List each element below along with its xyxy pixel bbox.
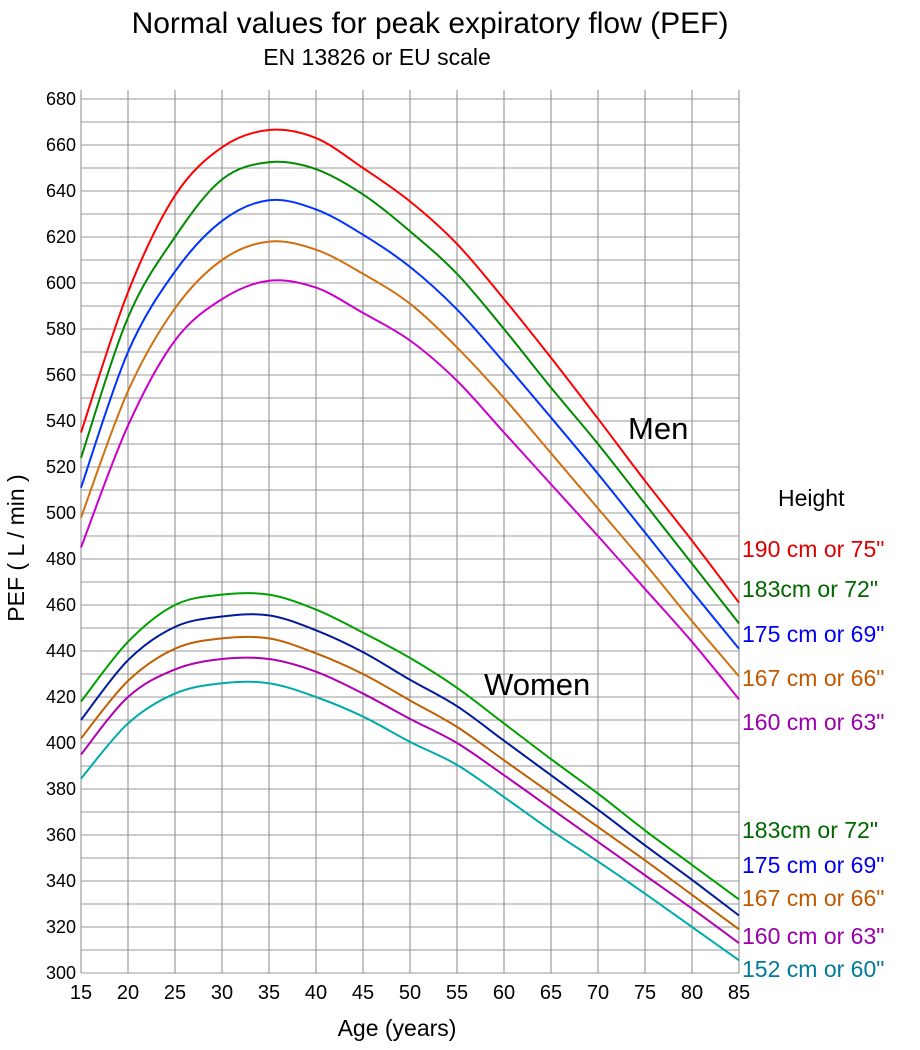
height-label-men: 167 cm or 66" xyxy=(742,665,884,691)
y-axis-label: PEF ( L / min ) xyxy=(3,474,29,621)
x-tick-label: 75 xyxy=(634,982,656,1004)
y-axis-ticks: 300 320 340 360 380 400 420 440 460 480 500 520 540 5… xyxy=(46,89,76,983)
x-tick-label: 35 xyxy=(258,982,280,1004)
height-label-men: 175 cm or 69" xyxy=(742,621,884,647)
y-tick-label: 440 xyxy=(46,641,76,661)
height-label-women: 152 cm or 60" xyxy=(742,956,884,982)
height-label-men: 183cm or 72" xyxy=(742,576,878,602)
x-tick-label: 65 xyxy=(540,982,562,1004)
height-labels: 190 cm or 75" 183cm or 72" 175 cm or 69" 16… xyxy=(742,536,884,982)
chart-subtitle: EN 13826 or EU scale xyxy=(263,44,491,70)
y-tick-label: 680 xyxy=(46,89,76,109)
y-tick-label: 560 xyxy=(46,365,76,385)
series-line-men-5 xyxy=(80,279,740,700)
series-line-women-1 xyxy=(80,592,740,901)
height-label-women: 183cm or 72" xyxy=(742,817,878,843)
series-line-women-3 xyxy=(80,635,740,931)
y-tick-label: 300 xyxy=(46,963,76,983)
height-label-women: 160 cm or 63" xyxy=(742,923,884,949)
y-tick-label: 660 xyxy=(46,135,76,155)
group-label-women: Women xyxy=(484,667,590,702)
series-line-men-2 xyxy=(80,160,740,625)
series-line-men-3 xyxy=(80,198,740,650)
y-tick-label: 520 xyxy=(46,457,76,477)
x-tick-label: 15 xyxy=(70,982,92,1004)
series-line-women-5 xyxy=(80,680,740,962)
x-tick-label: 80 xyxy=(681,982,703,1004)
x-tick-label: 55 xyxy=(446,982,468,1004)
x-tick-label: 70 xyxy=(587,982,609,1004)
height-label-men: 160 cm or 63" xyxy=(742,709,884,735)
y-tick-label: 360 xyxy=(46,825,76,845)
x-tick-label: 30 xyxy=(211,982,233,1004)
curves xyxy=(80,128,740,962)
series-line-men-1 xyxy=(80,128,740,604)
series-line-men-4 xyxy=(80,240,740,677)
x-tick-label: 20 xyxy=(117,982,139,1004)
y-tick-label: 460 xyxy=(46,595,76,615)
x-axis-ticks: 15 20 25 30 35 40 45 50 55 60 65 70 75 80 85 xyxy=(70,982,750,1004)
x-axis-label: Age (years) xyxy=(338,1015,457,1041)
height-label-men: 190 cm or 75" xyxy=(742,536,884,562)
y-tick-label: 480 xyxy=(46,549,76,569)
y-tick-label: 620 xyxy=(46,227,76,247)
y-tick-label: 500 xyxy=(46,503,76,523)
y-tick-label: 420 xyxy=(46,687,76,707)
x-tick-label: 50 xyxy=(399,982,421,1004)
y-tick-label: 400 xyxy=(46,733,76,753)
x-tick-label: 60 xyxy=(493,982,515,1004)
series-line-women-2 xyxy=(80,613,740,917)
group-label-men: Men xyxy=(628,411,688,446)
legend-title: Height xyxy=(778,485,845,511)
y-tick-label: 340 xyxy=(46,871,76,891)
height-label-women: 167 cm or 66" xyxy=(742,885,884,911)
x-tick-label: 85 xyxy=(728,982,750,1004)
height-label-women: 175 cm or 69" xyxy=(742,852,884,878)
y-tick-label: 320 xyxy=(46,917,76,937)
y-tick-label: 640 xyxy=(46,181,76,201)
x-tick-label: 25 xyxy=(164,982,186,1004)
grid xyxy=(80,90,740,974)
x-tick-label: 45 xyxy=(352,982,374,1004)
y-tick-label: 600 xyxy=(46,273,76,293)
y-tick-label: 580 xyxy=(46,319,76,339)
series-line-women-4 xyxy=(80,656,740,944)
y-tick-label: 380 xyxy=(46,779,76,799)
y-tick-label: 540 xyxy=(46,411,76,431)
chart-title: Normal values for peak expiratory flow (… xyxy=(132,7,729,40)
x-tick-label: 40 xyxy=(305,982,327,1004)
